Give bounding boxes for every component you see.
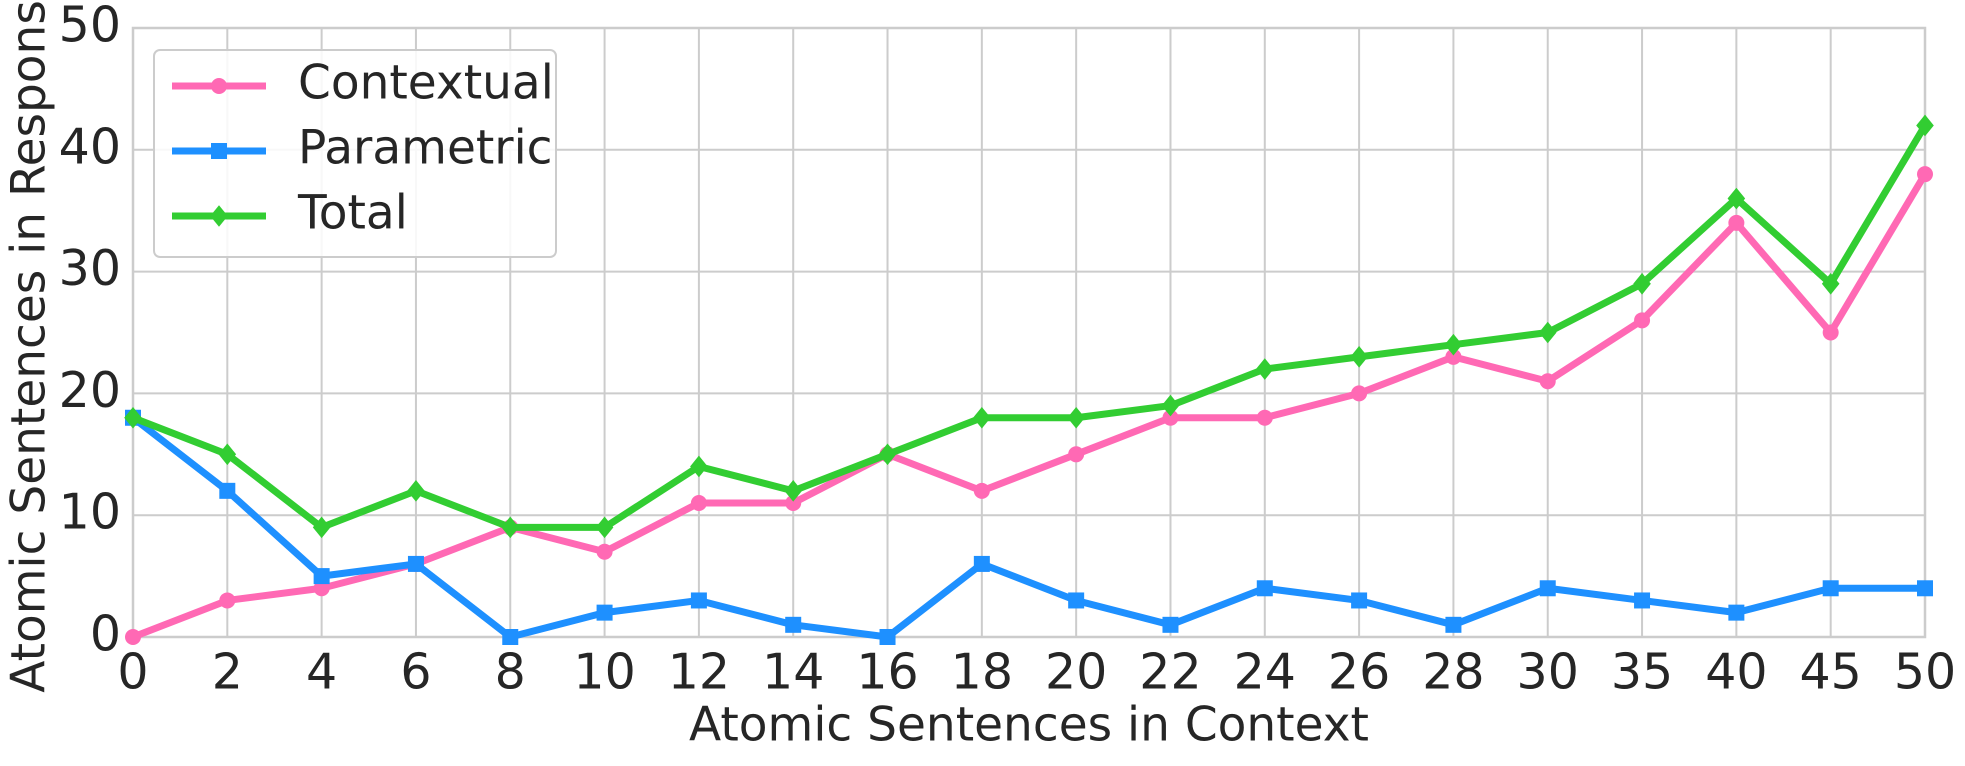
y-tick-label: 50 — [59, 0, 121, 54]
legend-marker — [211, 78, 227, 94]
x-tick-label: 8 — [495, 644, 526, 701]
point — [973, 406, 991, 429]
point — [124, 406, 142, 429]
legend-marker — [210, 205, 228, 227]
point — [1351, 385, 1368, 402]
point — [219, 592, 236, 609]
legend-label: Parametric — [298, 121, 553, 176]
point — [501, 516, 520, 539]
x-tick-label: 50 — [1894, 644, 1956, 701]
point — [973, 482, 990, 499]
point — [1255, 358, 1274, 380]
x-tick-label: 40 — [1705, 644, 1767, 701]
point — [785, 495, 802, 512]
point — [1444, 333, 1463, 356]
point — [1351, 592, 1368, 609]
point — [312, 516, 331, 539]
line — [131, 172, 1929, 641]
point — [596, 543, 613, 560]
point — [690, 455, 708, 478]
y-tick-label: 10 — [59, 484, 121, 541]
x-tick-label: 14 — [762, 644, 824, 701]
point — [879, 629, 896, 645]
point — [502, 629, 519, 645]
y-tick-label: 20 — [59, 362, 121, 419]
point — [785, 616, 802, 633]
x-axis-label: Atomic Sentences in Context — [689, 698, 1369, 753]
point — [973, 555, 990, 572]
line — [130, 414, 1925, 641]
x-tick-label: 45 — [1800, 644, 1862, 701]
point — [596, 604, 613, 621]
point — [313, 580, 330, 597]
point — [1917, 166, 1933, 183]
point — [1350, 346, 1368, 368]
point — [1067, 406, 1085, 429]
x-tick-label: 18 — [951, 644, 1013, 701]
point — [690, 495, 707, 512]
x-tick-label: 20 — [1045, 644, 1107, 701]
legend — [153, 49, 557, 258]
point — [1539, 373, 1556, 390]
point — [1256, 580, 1273, 597]
point — [1822, 580, 1839, 597]
line — [131, 123, 1929, 531]
point — [1445, 616, 1462, 633]
point — [1068, 446, 1085, 463]
x-tick-label: 16 — [856, 644, 918, 701]
y-axis-label: Atomic Sentences in Response — [2, 0, 57, 693]
point — [1256, 409, 1273, 426]
point — [313, 568, 330, 585]
point — [1445, 348, 1462, 365]
x-tick-label: 10 — [573, 644, 635, 701]
point — [1068, 592, 1085, 609]
point — [407, 480, 425, 502]
point — [1821, 272, 1840, 295]
point — [1162, 616, 1179, 633]
point — [1538, 321, 1557, 344]
point — [407, 555, 424, 572]
point — [1822, 324, 1839, 341]
point — [690, 592, 707, 609]
y-tick-label: 30 — [59, 240, 121, 297]
x-tick-label: 24 — [1234, 644, 1296, 701]
point — [1634, 592, 1651, 609]
point — [1161, 394, 1180, 417]
x-tick-label: 35 — [1611, 644, 1673, 701]
point — [1917, 580, 1933, 597]
point — [1633, 272, 1651, 295]
point — [878, 443, 897, 466]
point — [125, 629, 141, 645]
x-tick-label: 12 — [668, 644, 730, 701]
point — [1539, 580, 1556, 597]
point — [1728, 604, 1745, 621]
point — [1727, 187, 1746, 210]
point — [1916, 114, 1934, 137]
x-tick-label: 22 — [1139, 644, 1201, 701]
legend-label: Contextual — [298, 56, 554, 111]
legend-marker — [211, 143, 227, 159]
point — [595, 516, 614, 539]
point — [1728, 214, 1745, 231]
point — [1634, 312, 1651, 329]
x-tick-label: 4 — [306, 644, 337, 701]
legend-label: Total — [297, 186, 408, 241]
x-tick-label: 0 — [117, 644, 148, 701]
x-tick-label: 26 — [1328, 644, 1390, 701]
point — [1162, 409, 1179, 426]
point — [218, 443, 237, 466]
point — [219, 482, 236, 499]
x-tick-label: 28 — [1422, 644, 1484, 701]
x-tick-label: 2 — [212, 644, 243, 701]
y-tick-label: 40 — [59, 118, 121, 175]
y-tick-label: 0 — [90, 606, 121, 663]
x-tick-label: 30 — [1517, 644, 1579, 701]
plot-frame — [131, 26, 1927, 639]
x-tick-label: 6 — [400, 644, 431, 701]
point — [784, 480, 803, 502]
